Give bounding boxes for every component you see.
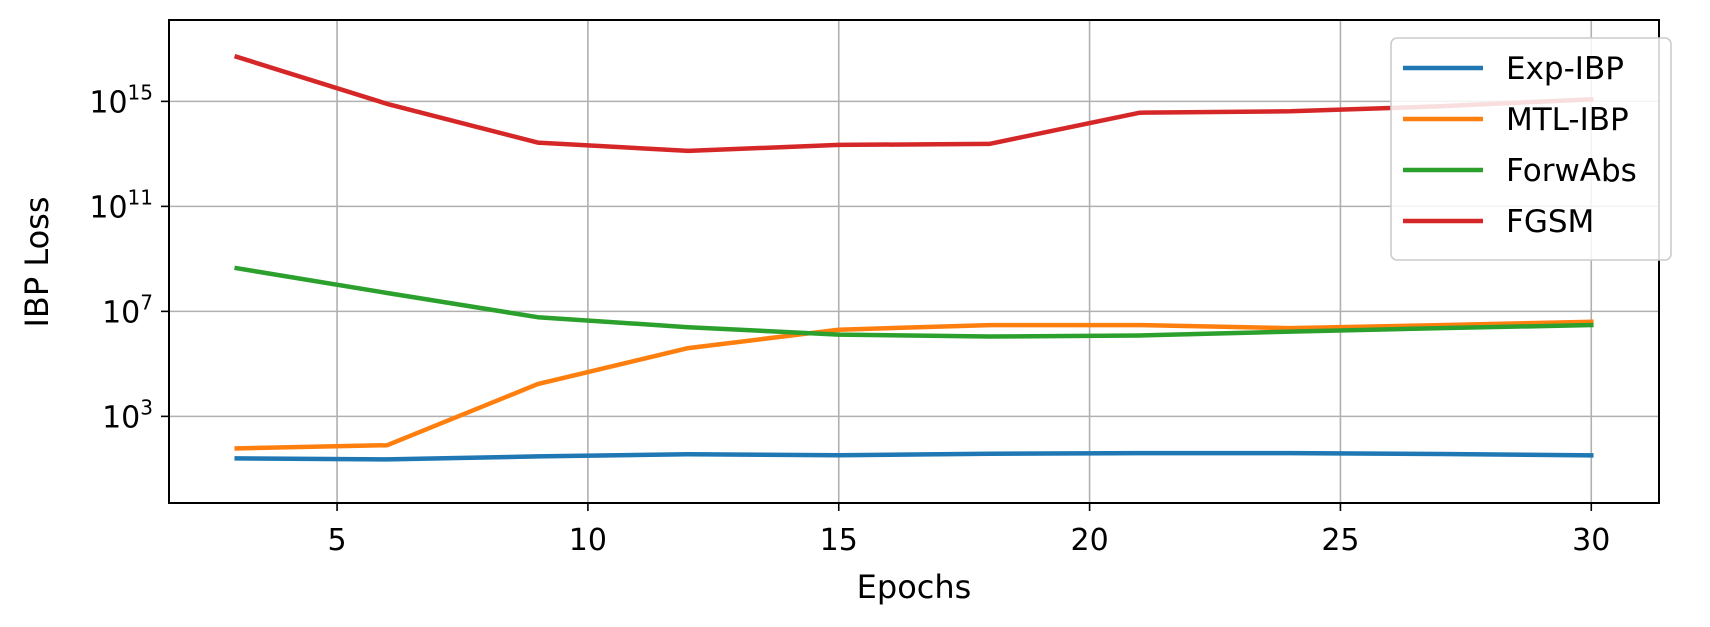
x-tick-label: 15 xyxy=(820,523,858,558)
legend-label: Exp-IBP xyxy=(1506,51,1624,87)
legend-label: MTL-IBP xyxy=(1506,102,1629,138)
legend-label: ForwAbs xyxy=(1506,153,1637,189)
series-lines xyxy=(233,53,1594,462)
y-axis-ticks: 103 107 1011 1015 xyxy=(89,80,169,435)
x-tick-label: 10 xyxy=(569,523,607,558)
series-line-forwabs xyxy=(234,265,1594,339)
y-axis-label: IBP Loss xyxy=(18,196,56,327)
series-line-mtl-ibp xyxy=(234,319,1594,451)
x-tick-label: 20 xyxy=(1070,523,1108,558)
legend-box xyxy=(1390,37,1672,261)
y-tick-label: 107 xyxy=(102,290,153,330)
y-tick-label: 1011 xyxy=(89,185,153,225)
legend: Exp-IBP MTL-IBP ForwAbs FGSM xyxy=(1390,37,1672,261)
series-line-exp-ibp xyxy=(234,450,1594,462)
x-tick-label: 30 xyxy=(1572,523,1610,558)
plot-frame xyxy=(168,19,1660,504)
x-axis-label: Epochs xyxy=(857,568,972,606)
x-axis-ticks: 5 10 15 20 25 30 xyxy=(328,503,1610,558)
series-line-fgsm xyxy=(233,53,1594,154)
y-tick-label: 1015 xyxy=(89,80,153,120)
x-tick-label: 5 xyxy=(328,523,347,558)
legend-label: FGSM xyxy=(1506,204,1594,240)
x-tick-label: 25 xyxy=(1321,523,1359,558)
y-tick-label: 103 xyxy=(102,395,153,435)
